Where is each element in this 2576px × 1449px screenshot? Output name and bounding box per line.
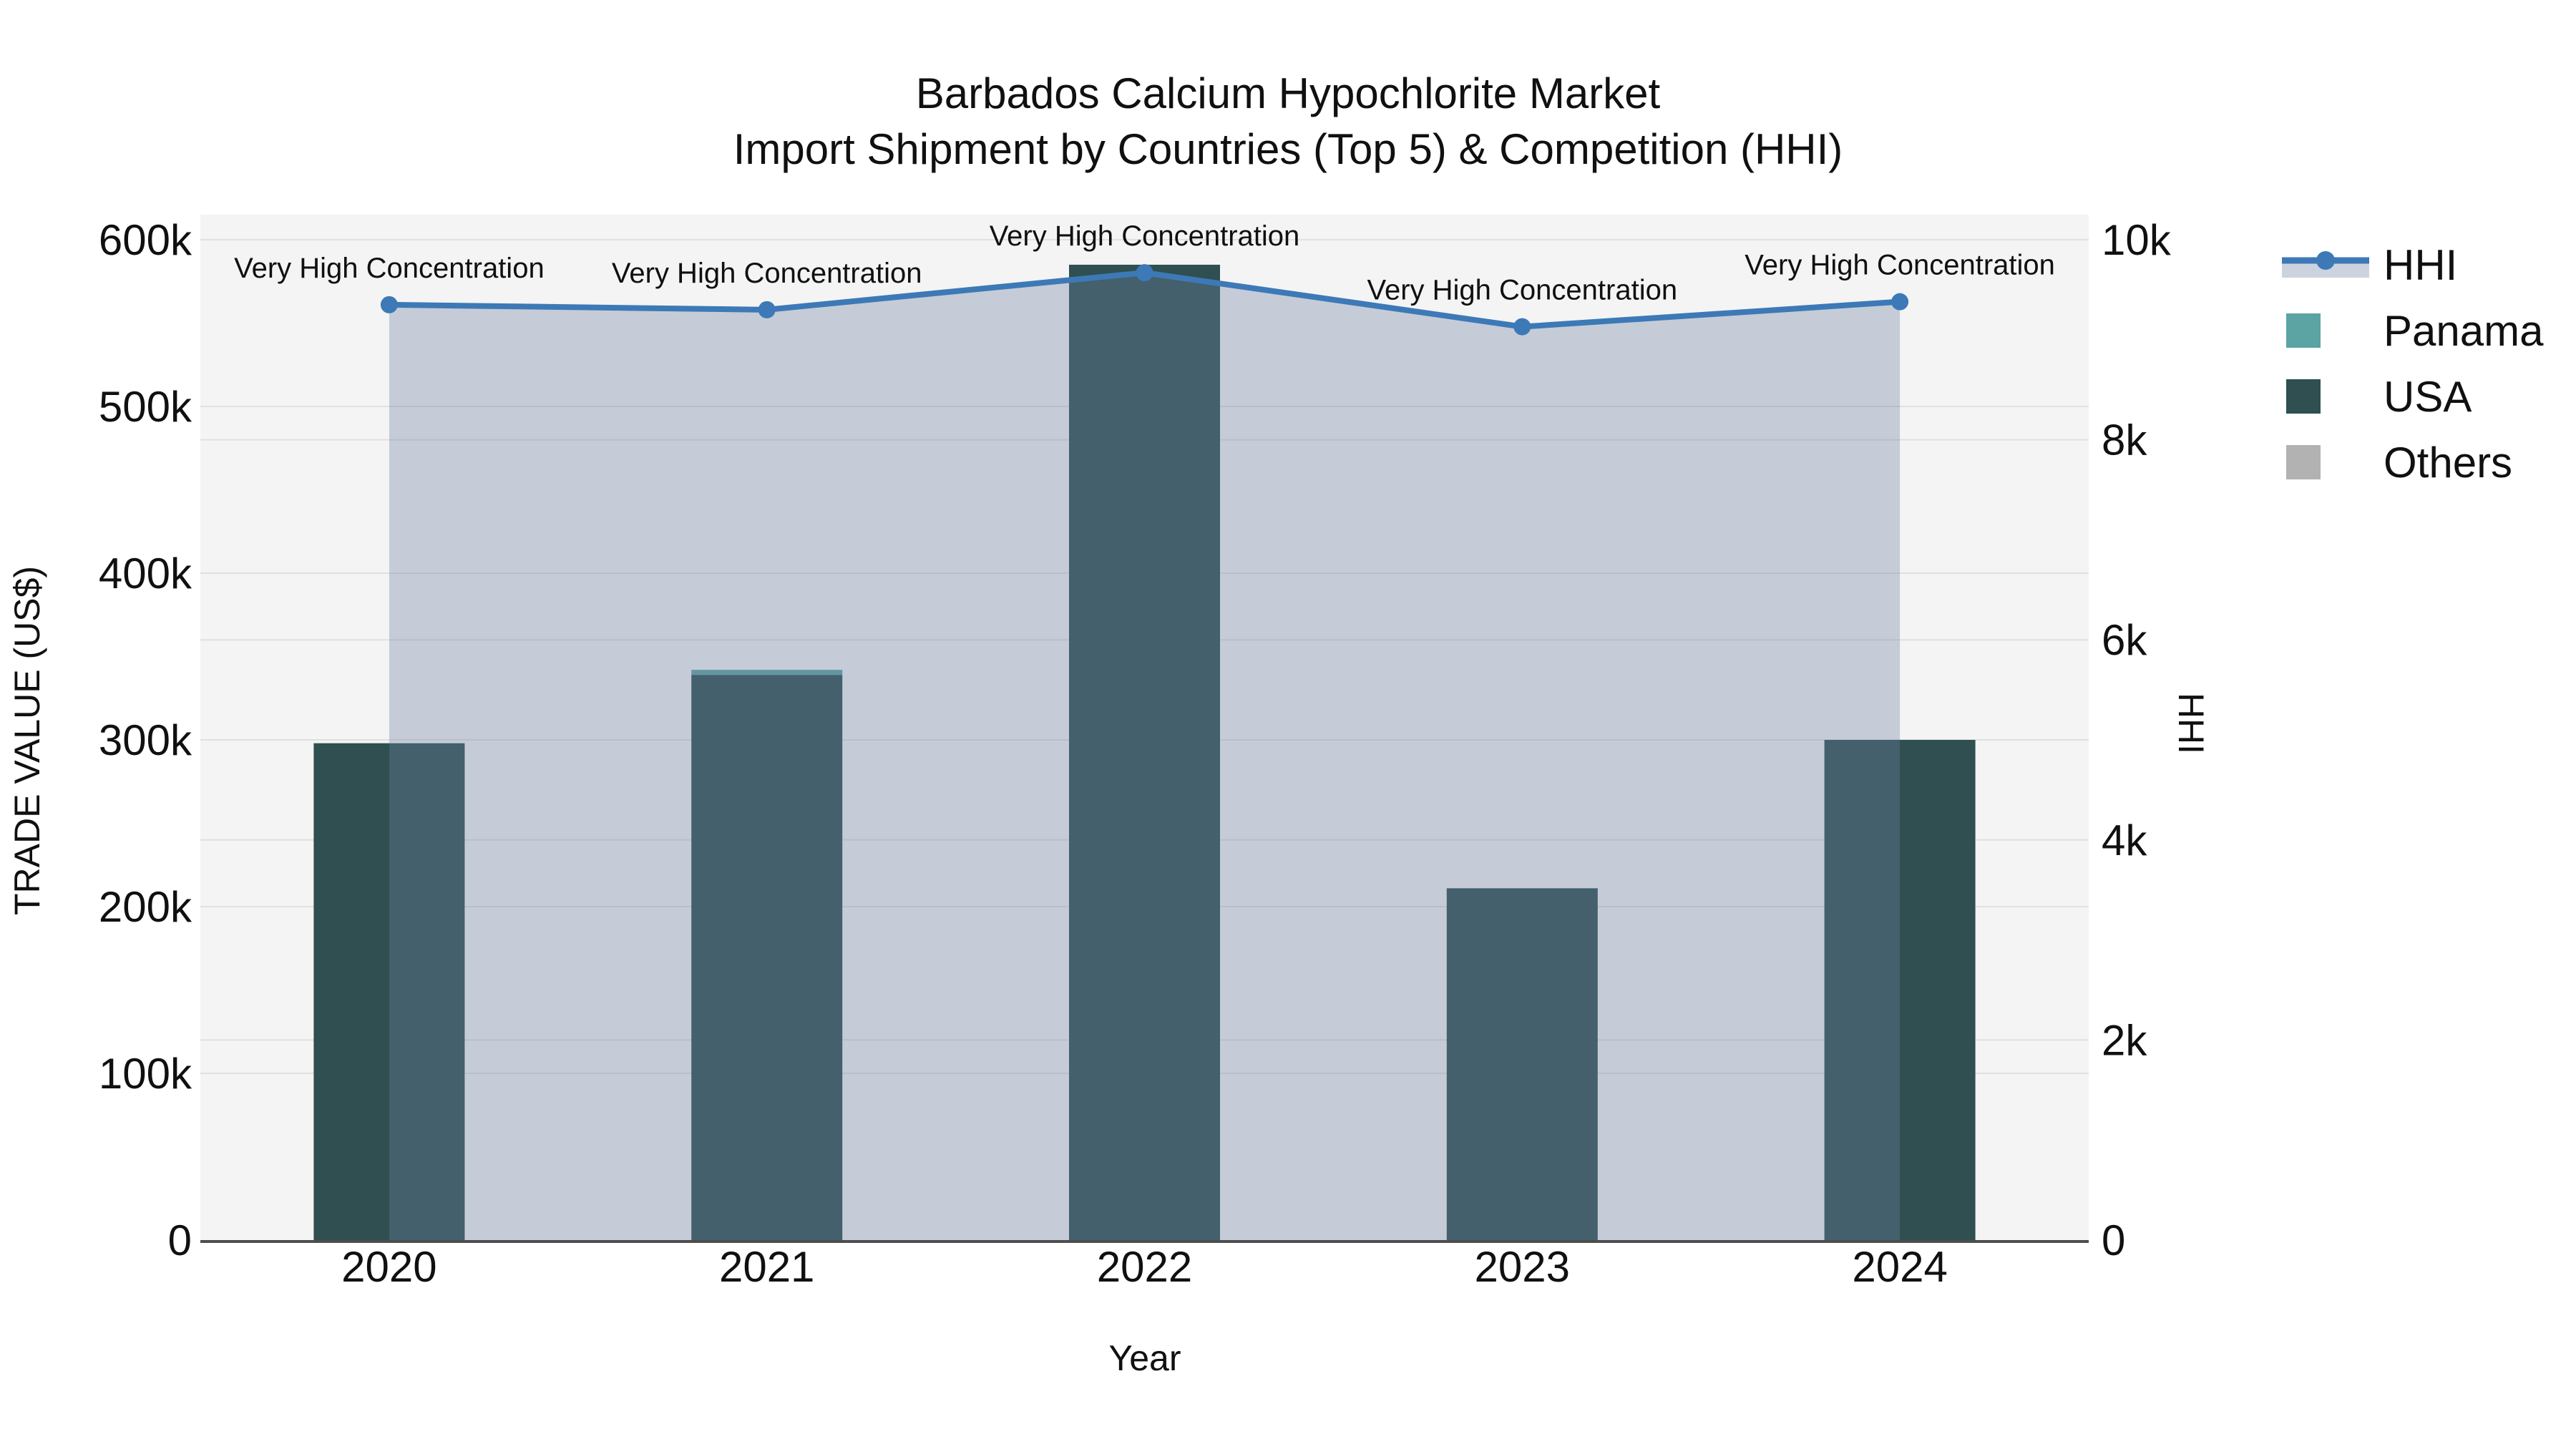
legend-item-others[interactable]: Others <box>2279 429 2543 495</box>
hhi-line-marker-icon <box>2282 251 2369 278</box>
left-tick-label: 600k <box>99 216 192 264</box>
right-tick-label: 0 <box>2102 1216 2125 1264</box>
bar-usa-2021[interactable] <box>691 675 843 1240</box>
bar-panama-2021[interactable] <box>691 670 843 675</box>
left-tick-label: 0 <box>168 1216 192 1264</box>
bar-usa-2022[interactable] <box>1069 264 1220 1241</box>
left-tick-label: 300k <box>99 716 192 764</box>
hhi-legend-symbol <box>2279 242 2372 288</box>
bar-usa-2020[interactable] <box>313 743 465 1240</box>
hhi-marker-2024[interactable] <box>1891 293 1909 311</box>
right-tick-label: 4k <box>2102 816 2147 864</box>
hhi-marker-2020[interactable] <box>380 296 398 313</box>
x-tick-label-2023: 2023 <box>1475 1243 1570 1291</box>
x-tick-label-2022: 2022 <box>1097 1243 1192 1291</box>
hhi-marker-2023[interactable] <box>1513 318 1531 336</box>
legend-item-panama[interactable]: Panama <box>2279 298 2543 364</box>
x-tick-label-2021: 2021 <box>719 1243 814 1291</box>
annotation-2021: Very High Concentration <box>612 258 922 289</box>
legend-item-usa[interactable]: USA <box>2279 364 2543 429</box>
left-tick-label: 200k <box>99 883 192 931</box>
legend-label: Others <box>2384 438 2513 487</box>
hhi-marker-2022[interactable] <box>1136 264 1153 282</box>
x-tick-label-2020: 2020 <box>341 1243 436 1291</box>
bar-usa-2023[interactable] <box>1446 888 1598 1240</box>
legend: HHI Panama USA Others <box>2279 232 2543 495</box>
annotation-2024: Very High Concentration <box>1745 250 2055 281</box>
annotation-2020: Very High Concentration <box>234 253 545 284</box>
chart-title: Barbados Calcium Hypochlorite Market Imp… <box>0 66 2576 177</box>
others-swatch-icon <box>2286 445 2321 479</box>
right-tick-label: 10k <box>2102 216 2172 264</box>
left-axis-title: TRADE VALUE (US$) <box>7 565 47 916</box>
x-axis-title: Year <box>1108 1338 1181 1378</box>
left-tick-label: 100k <box>99 1050 192 1098</box>
chart-title-line1: Barbados Calcium Hypochlorite Market <box>915 69 1661 117</box>
legend-label: HHI <box>2384 240 2458 289</box>
left-tick-label: 400k <box>99 550 192 597</box>
annotation-2022: Very High Concentration <box>990 220 1300 252</box>
hhi-marker-2021[interactable] <box>758 301 776 318</box>
legend-item-hhi[interactable]: HHI <box>2279 232 2543 298</box>
legend-label: USA <box>2384 372 2472 421</box>
right-tick-label: 6k <box>2102 616 2147 664</box>
right-tick-label: 8k <box>2102 416 2147 464</box>
x-tick-label-2024: 2024 <box>1852 1243 1947 1291</box>
bar-usa-2024[interactable] <box>1824 740 1976 1240</box>
usa-swatch-icon <box>2286 379 2321 414</box>
legend-label: Panama <box>2384 306 2544 355</box>
right-axis-title: HHI <box>2171 692 2211 755</box>
panama-swatch-icon <box>2286 313 2321 348</box>
hhi-area-fill <box>389 273 1901 1240</box>
chart-title-line2: Import Shipment by Countries (Top 5) & C… <box>733 125 1843 173</box>
right-tick-label: 2k <box>2102 1016 2147 1064</box>
annotation-2023: Very High Concentration <box>1367 275 1678 306</box>
left-tick-label: 500k <box>99 383 192 431</box>
